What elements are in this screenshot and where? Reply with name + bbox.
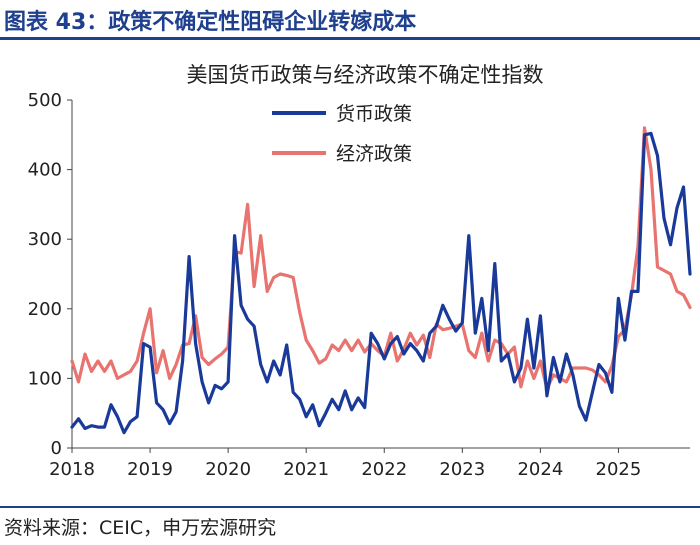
legend-label: 经济政策 (336, 143, 412, 165)
report-footer: 资料来源：CEIC，申万宏源研究 (0, 500, 700, 545)
footer-divider (0, 506, 700, 508)
report-header: 图表 43：政策不确定性阻碍企业转嫁成本 (0, 0, 700, 40)
line-chart: 美国货币政策与经济政策不确定性指数 0 100 200 300 400 500 2018 20… (28, 63, 692, 480)
x-tick-label: 2021 (283, 459, 329, 480)
header-divider (0, 37, 700, 40)
x-tick-label: 2023 (439, 459, 485, 480)
chart-series (70, 126, 692, 435)
x-tick-label: 2019 (127, 459, 173, 480)
y-tick-label: 100 (28, 368, 62, 389)
chart-title: 美国货币政策与经济政策不确定性指数 (187, 63, 544, 87)
x-tick-label: 2022 (361, 459, 407, 480)
y-tick-label: 500 (28, 90, 62, 111)
series-line-monetary-policy (70, 131, 692, 435)
y-tick-label: 400 (28, 160, 62, 181)
source-note: 资料来源：CEIC，申万宏源研究 (4, 517, 277, 539)
figure-title: 图表 43：政策不确定性阻碍企业转嫁成本 (4, 10, 417, 35)
legend-label: 货币政策 (336, 103, 412, 125)
y-tick-label: 300 (28, 229, 62, 250)
x-tick-label: 2025 (596, 459, 642, 480)
y-tick-label: 200 (28, 299, 62, 320)
x-tick-label: 2024 (517, 459, 563, 480)
y-tick-label: 0 (51, 438, 62, 459)
chart-axes: 0 100 200 300 400 500 2018 2019 2020 2021 2022 2023… (28, 90, 690, 480)
x-tick-label: 2020 (205, 459, 251, 480)
x-tick-label: 2018 (49, 459, 95, 480)
